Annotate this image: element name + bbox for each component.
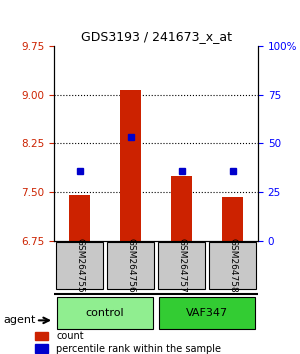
Text: GSM264755: GSM264755: [75, 238, 84, 293]
Text: count: count: [56, 331, 84, 341]
Text: GSM264758: GSM264758: [228, 238, 237, 293]
Text: agent: agent: [3, 315, 35, 325]
FancyBboxPatch shape: [158, 242, 205, 289]
Title: GDS3193 / 241673_x_at: GDS3193 / 241673_x_at: [80, 30, 232, 44]
FancyBboxPatch shape: [159, 297, 256, 329]
Bar: [69, 195, 90, 241]
Bar: [222, 197, 243, 241]
Bar: [35, 332, 49, 341]
FancyBboxPatch shape: [209, 242, 256, 289]
FancyBboxPatch shape: [107, 242, 154, 289]
FancyBboxPatch shape: [56, 297, 154, 329]
Text: control: control: [86, 308, 124, 318]
Text: GSM264757: GSM264757: [177, 238, 186, 293]
Text: GSM264756: GSM264756: [126, 238, 135, 293]
FancyBboxPatch shape: [56, 242, 103, 289]
Bar: [35, 344, 49, 353]
Bar: [120, 90, 141, 241]
Text: VAF347: VAF347: [186, 308, 228, 318]
Text: percentile rank within the sample: percentile rank within the sample: [56, 343, 221, 354]
Bar: [171, 176, 192, 241]
